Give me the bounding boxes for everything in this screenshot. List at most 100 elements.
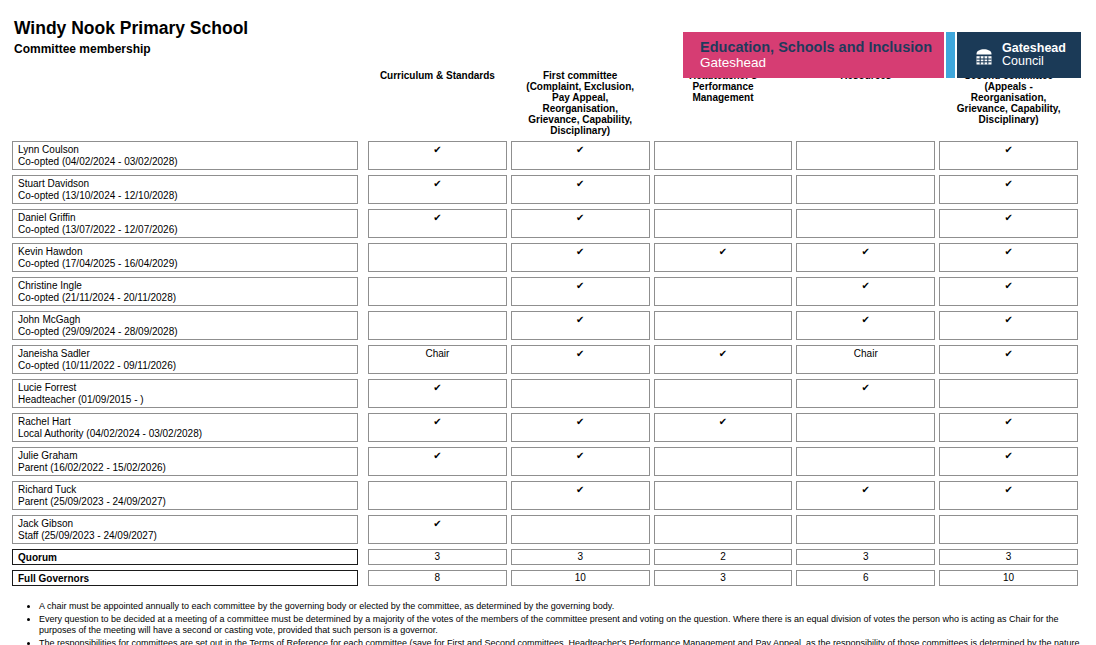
membership-chair-cell: Chair xyxy=(796,345,935,374)
membership-empty-cell xyxy=(368,481,507,510)
membership-check-cell: ✔ xyxy=(368,141,507,170)
column-header-2: First committee(Complaint, Exclusion, Pa… xyxy=(511,70,650,136)
membership-check-cell: ✔ xyxy=(511,311,650,340)
column-header-detail: (Complaint, Exclusion, Pay Appeal, Reorg… xyxy=(519,81,642,136)
member-name: Daniel Griffin xyxy=(18,212,352,224)
member-name-cell: Julie GrahamParent (16/02/2022 - 15/02/2… xyxy=(12,447,358,476)
education-banner: Education, Schools and Inclusion Gateshe… xyxy=(683,32,944,78)
membership-empty-cell xyxy=(511,379,650,408)
member-name-cell: Kevin HawdonCo-opted (17/04/2025 - 16/04… xyxy=(12,243,358,272)
summary-value: 3 xyxy=(511,549,650,565)
member-name: Lynn Coulson xyxy=(18,144,352,156)
membership-check-cell: ✔ xyxy=(796,311,935,340)
summary-label: Quorum xyxy=(12,549,358,565)
membership-check-cell: ✔ xyxy=(511,175,650,204)
membership-check-cell: ✔ xyxy=(511,413,650,442)
member-role: Co-opted (10/11/2022 - 09/11/2026) xyxy=(18,360,352,372)
member-role: Co-opted (04/02/2024 - 03/02/2028) xyxy=(18,156,352,168)
membership-empty-cell xyxy=(654,311,793,340)
membership-empty-cell xyxy=(654,175,793,204)
summary-value: 3 xyxy=(939,549,1078,565)
membership-check-cell: ✔ xyxy=(511,481,650,510)
member-role: Parent (25/09/2023 - 24/09/2027) xyxy=(18,496,352,508)
council-banner: Gateshead Council xyxy=(957,32,1081,78)
membership-check-cell: ✔ xyxy=(511,447,650,476)
membership-empty-cell xyxy=(654,379,793,408)
member-role: Co-opted (29/09/2024 - 28/09/2028) xyxy=(18,326,352,338)
membership-empty-cell xyxy=(939,515,1078,544)
summary-value: 10 xyxy=(511,570,650,586)
membership-empty-cell xyxy=(368,311,507,340)
summary-value: 3 xyxy=(368,549,507,565)
membership-check-cell: ✔ xyxy=(368,379,507,408)
membership-chair-cell: Chair xyxy=(368,345,507,374)
column-header-5: Second committee(Appeals - Reorganisatio… xyxy=(939,70,1078,136)
member-role: Staff (25/09/2023 - 24/09/2027) xyxy=(18,530,352,542)
membership-empty-cell xyxy=(796,515,935,544)
membership-check-cell: ✔ xyxy=(368,515,507,544)
membership-check-cell: ✔ xyxy=(939,209,1078,238)
membership-check-cell: ✔ xyxy=(796,379,935,408)
member-role: Headteacher (01/09/2015 - ) xyxy=(18,394,352,406)
membership-check-cell: ✔ xyxy=(368,175,507,204)
membership-check-cell: ✔ xyxy=(939,481,1078,510)
member-name: Stuart Davidson xyxy=(18,178,352,190)
committee-membership-table: Curriculum & StandardsFirst committee(Co… xyxy=(12,70,1078,586)
membership-check-cell: ✔ xyxy=(511,141,650,170)
membership-empty-cell xyxy=(368,277,507,306)
membership-check-cell: ✔ xyxy=(511,277,650,306)
banner-divider xyxy=(946,32,955,78)
membership-empty-cell xyxy=(796,175,935,204)
membership-empty-cell xyxy=(654,447,793,476)
summary-value: 6 xyxy=(796,570,935,586)
column-header-3: Headteacher's Performance Management xyxy=(654,70,793,136)
membership-check-cell: ✔ xyxy=(796,243,935,272)
membership-empty-cell xyxy=(654,277,793,306)
member-name-cell: Daniel GriffinCo-opted (13/07/2022 - 12/… xyxy=(12,209,358,238)
membership-check-cell: ✔ xyxy=(368,413,507,442)
member-name: Janeisha Sadler xyxy=(18,348,352,360)
summary-label: Full Governors xyxy=(12,570,358,586)
summary-value: 10 xyxy=(939,570,1078,586)
member-name-cell: Rachel HartLocal Authority (04/02/2024 -… xyxy=(12,413,358,442)
membership-check-cell: ✔ xyxy=(939,141,1078,170)
membership-empty-cell xyxy=(654,515,793,544)
column-header-1: Curriculum & Standards xyxy=(368,70,507,136)
note-item: Every question to be decided at a meetin… xyxy=(39,614,1086,637)
member-name-cell: Lynn CoulsonCo-opted (04/02/2024 - 03/02… xyxy=(12,141,358,170)
notes-list: A chair must be appointed annually to ea… xyxy=(24,601,1086,645)
membership-empty-cell xyxy=(939,379,1078,408)
member-name: Kevin Hawdon xyxy=(18,246,352,258)
membership-empty-cell xyxy=(796,413,935,442)
member-name: John McGagh xyxy=(18,314,352,326)
member-name: Christine Ingle xyxy=(18,280,352,292)
council-name-regular: Council xyxy=(1002,55,1066,68)
member-name: Jack Gibson xyxy=(18,518,352,530)
member-name-cell: John McGaghCo-opted (29/09/2024 - 28/09/… xyxy=(12,311,358,340)
column-header-4: Resources xyxy=(796,70,935,136)
membership-check-cell: ✔ xyxy=(654,243,793,272)
member-name: Lucie Forrest xyxy=(18,382,352,394)
membership-check-cell: ✔ xyxy=(654,413,793,442)
membership-empty-cell xyxy=(796,447,935,476)
membership-empty-cell xyxy=(796,141,935,170)
membership-check-cell: ✔ xyxy=(939,277,1078,306)
membership-check-cell: ✔ xyxy=(368,209,507,238)
member-name-cell: Lucie ForrestHeadteacher (01/09/2015 - ) xyxy=(12,379,358,408)
member-role: Local Authority (04/02/2024 - 03/02/2028… xyxy=(18,428,352,440)
membership-check-cell: ✔ xyxy=(511,209,650,238)
council-building-icon xyxy=(972,43,996,67)
member-name-cell: Jack GibsonStaff (25/09/2023 - 24/09/202… xyxy=(12,515,358,544)
membership-check-cell: ✔ xyxy=(939,413,1078,442)
member-name-cell: Janeisha SadlerCo-opted (10/11/2022 - 09… xyxy=(12,345,358,374)
membership-check-cell: ✔ xyxy=(368,447,507,476)
membership-check-cell: ✔ xyxy=(796,277,935,306)
member-name: Rachel Hart xyxy=(18,416,352,428)
member-role: Co-opted (21/11/2024 - 20/11/2028) xyxy=(18,292,352,304)
membership-empty-cell xyxy=(511,515,650,544)
membership-check-cell: ✔ xyxy=(939,447,1078,476)
membership-empty-cell xyxy=(654,481,793,510)
column-header-title: First committee xyxy=(519,70,642,81)
summary-value: 3 xyxy=(796,549,935,565)
membership-empty-cell xyxy=(796,209,935,238)
